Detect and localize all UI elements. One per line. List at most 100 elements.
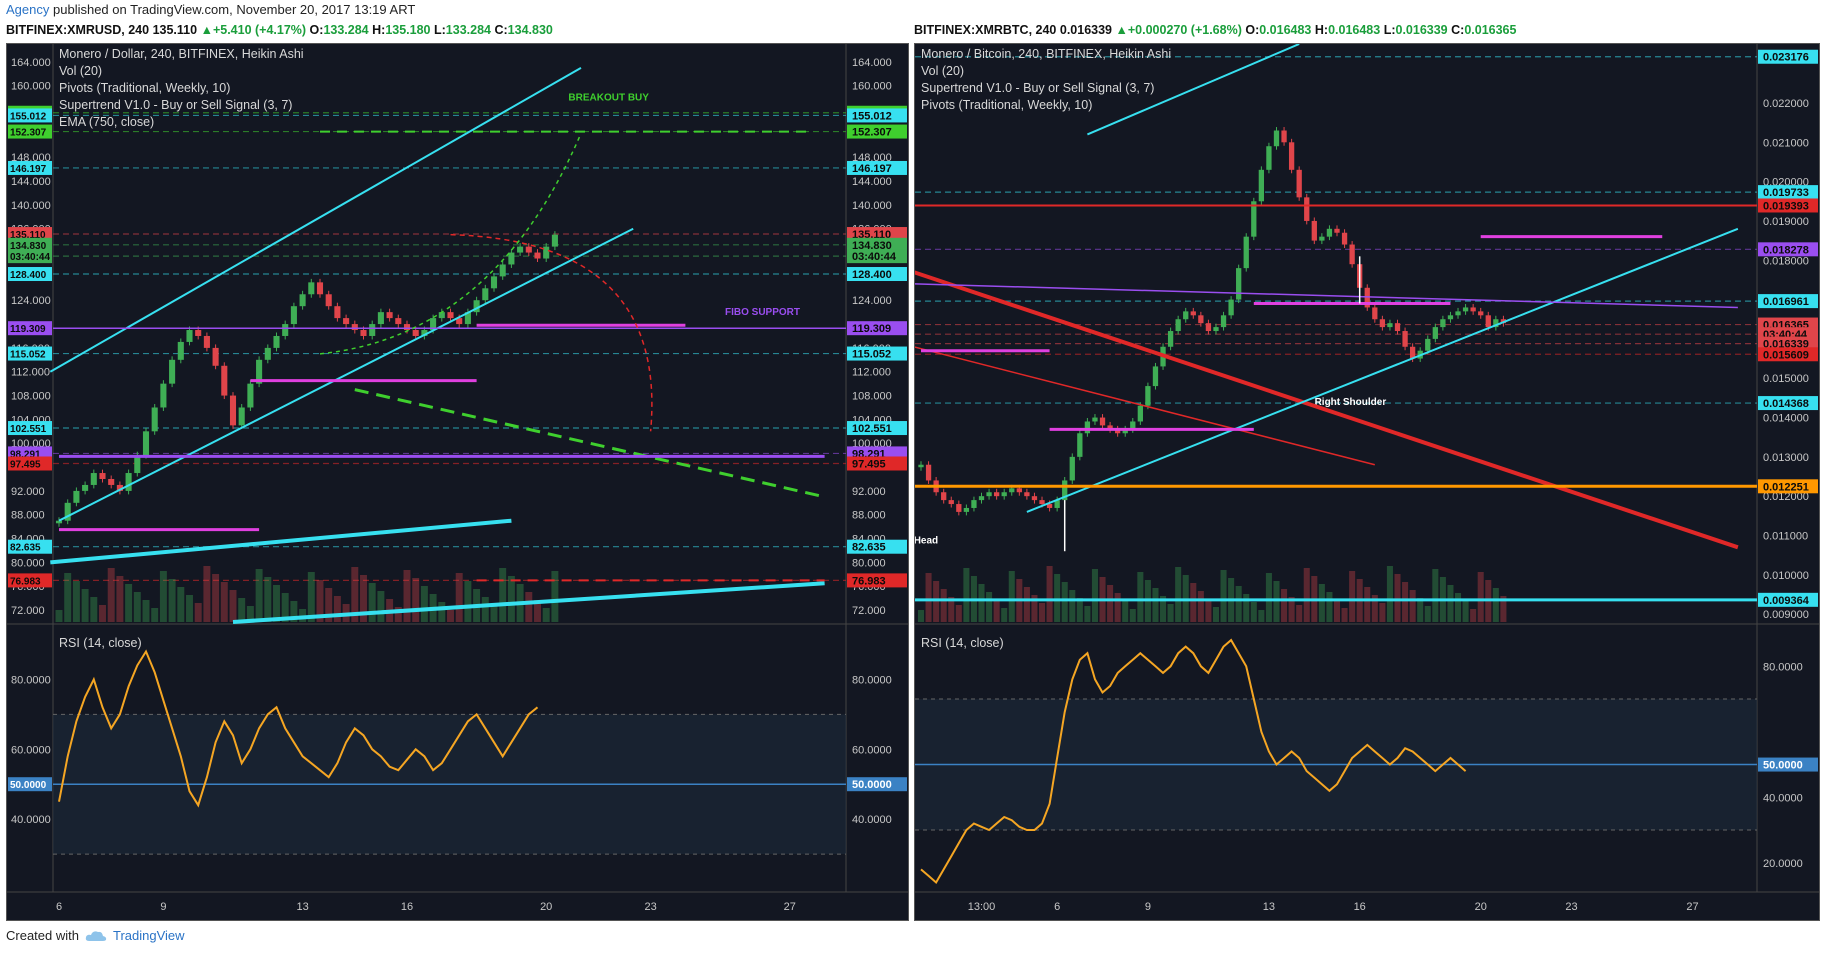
chart-svg-xmrbtc[interactable]: 0.0220000.0210000.0200000.0190000.018000…	[915, 44, 1819, 920]
volume-bar	[925, 573, 932, 622]
legend-line: Pivots (Traditional, Weekly, 10)	[921, 98, 1092, 112]
candle-body	[1478, 311, 1484, 316]
price-tag-left	[8, 160, 52, 175]
y-tick-label: 92.000	[852, 486, 886, 498]
x-tick-label: 23	[1565, 901, 1577, 913]
candle-body	[1220, 315, 1227, 328]
rsi-tick-label: 40.0000	[1763, 792, 1803, 804]
candle-body	[551, 234, 558, 247]
y-tick-label-left: 72.000	[11, 605, 45, 617]
price-tag-left	[8, 124, 52, 139]
volume-bar	[1303, 568, 1310, 622]
volume-bar	[455, 573, 463, 622]
rsi-legend: RSI (14, close)	[921, 636, 1004, 650]
volume-bar	[481, 597, 489, 622]
price-tag-label: 0.016961	[1763, 296, 1809, 308]
candle-body	[482, 288, 489, 301]
volume-bar	[1069, 590, 1076, 622]
volume-bar	[1424, 606, 1431, 622]
candle-body	[1205, 323, 1212, 332]
volume-bar	[403, 570, 411, 622]
candle-body	[212, 347, 219, 366]
candle-body	[99, 473, 106, 479]
volume-bar	[464, 581, 472, 622]
volume-bar	[159, 571, 167, 622]
volume-bar	[1114, 593, 1121, 622]
y-tick-label: 0.010000	[1763, 570, 1809, 582]
price-tag-label: 0.015609	[1763, 349, 1809, 361]
chart-panel-xmrbtc[interactable]: 0.022000 0.021000 0.020000 0.019000 0.018000…	[914, 43, 1820, 921]
price-tag-label-left: 76.983	[10, 576, 41, 587]
volume-bar	[1084, 606, 1091, 622]
candle-body	[256, 359, 263, 384]
volume-bar	[360, 575, 367, 622]
candle-body	[282, 324, 289, 336]
author-link[interactable]: Agency	[6, 2, 50, 17]
candle-body	[369, 324, 376, 336]
candle-body	[993, 492, 1000, 497]
candle-body	[1440, 319, 1446, 328]
rsi-mid-tag-label: 50.0000	[852, 779, 892, 791]
volume-bar	[351, 567, 359, 622]
chart-svg-xmrusd[interactable]: 164.000164.000160.000160.000148.000148.0…	[7, 44, 908, 920]
volume-bar	[1243, 594, 1250, 622]
candle-body	[1251, 201, 1257, 237]
volume-bar	[1379, 603, 1386, 622]
x-tick-label: 27	[1686, 901, 1698, 913]
legend-line: Vol (20)	[59, 64, 102, 78]
candle-body	[1213, 327, 1219, 332]
candle-body	[1092, 417, 1098, 422]
volume-bar	[986, 592, 993, 622]
volume-bar	[1061, 582, 1068, 622]
candle-body	[1069, 456, 1075, 481]
candle-body	[142, 431, 150, 456]
volume-bar	[1409, 590, 1416, 622]
candle-body	[1137, 405, 1143, 422]
price-tag-label-left: 146.197	[10, 164, 47, 175]
x-tick-label: 16	[401, 901, 413, 913]
candle-body	[299, 294, 306, 307]
chart-panel-xmrusd[interactable]: 164.000 164.000 160.000 160.000 148.000 148.0…	[6, 43, 909, 921]
y-tick-label-left: 108.000	[11, 391, 51, 403]
tradingview-cloud-icon	[85, 930, 107, 941]
volume-bar	[1197, 591, 1204, 622]
volume-bar	[963, 568, 970, 622]
x-tick-label: 20	[540, 901, 552, 913]
price-tag-left	[8, 267, 52, 282]
volume-bar	[290, 601, 298, 622]
price-tag	[847, 249, 907, 264]
candle-body	[1349, 244, 1355, 265]
volume-bar	[186, 595, 193, 622]
candle-body	[1311, 220, 1317, 241]
price-tag-label: 0.018278	[1763, 244, 1809, 256]
rsi-series-line	[58, 649, 539, 808]
price-tag-left	[8, 456, 52, 471]
volume-bar	[81, 589, 89, 622]
rsi-mid-tag-label-left: 50.0000	[10, 780, 47, 791]
candle-body	[1304, 197, 1310, 221]
volume-bar	[1250, 602, 1257, 622]
candle-body	[499, 264, 506, 277]
price-tag	[847, 160, 907, 175]
price-tag	[847, 227, 907, 242]
y-tick-label: 0.019000	[1763, 216, 1809, 228]
volume-bar	[1160, 596, 1167, 622]
candle-body	[1326, 228, 1333, 237]
tradingview-link[interactable]: TradingView	[112, 928, 185, 943]
x-tick-label: 9	[1145, 901, 1151, 913]
volume-bar	[1212, 607, 1220, 622]
legend-line: Pivots (Traditional, Weekly, 10)	[59, 81, 230, 95]
candle-body	[1190, 311, 1196, 316]
price-tag-label-left: 152.307	[10, 128, 47, 139]
candle-body	[1387, 323, 1393, 328]
x-tick-label: 23	[644, 901, 656, 913]
candle-body	[986, 492, 992, 497]
candle-body	[918, 464, 924, 468]
volume-bar	[1235, 586, 1242, 622]
volume-bar	[316, 580, 324, 622]
candle-body	[1364, 287, 1370, 308]
rsi-tick-label: 80.0000	[1763, 661, 1803, 673]
volume-bar	[1167, 604, 1174, 622]
y-tick-label: 0.015000	[1763, 373, 1809, 385]
x-tick-label: 13	[1263, 901, 1275, 913]
